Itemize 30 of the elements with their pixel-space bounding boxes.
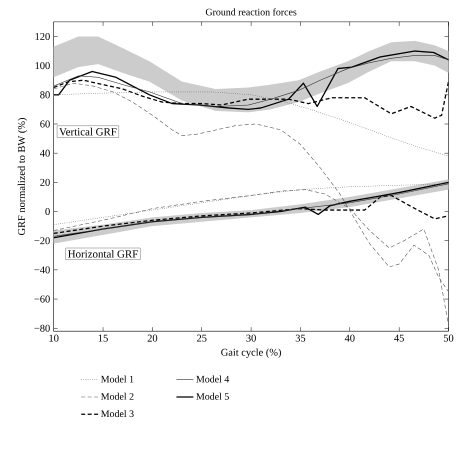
y-tick-label: 20: [40, 178, 50, 186]
x-axis-title: Gait cycle (%): [221, 348, 281, 358]
y-tick-label: 60: [40, 120, 50, 128]
y-tick-label: −20: [34, 236, 50, 244]
x-tick-label: 25: [197, 334, 207, 342]
y-tick-label: 120: [36, 32, 50, 40]
y-tick-label: 100: [36, 62, 50, 69]
annotation: Horizontal GRF: [68, 250, 138, 258]
y-tick-label: 0: [45, 208, 50, 215]
x-tick-label: 35: [296, 334, 306, 342]
y-tick-label: −60: [34, 295, 50, 302]
y-tick-label: 80: [40, 91, 50, 98]
legend-label: Model 5: [196, 392, 229, 400]
x-tick-label: 45: [394, 334, 404, 342]
legend-label: Model 3: [101, 410, 134, 417]
y-tick-label: −80: [34, 324, 50, 332]
annotation: Vertical GRF: [59, 128, 116, 136]
x-tick-label: 30: [246, 334, 256, 342]
x-tick-label: 20: [148, 334, 158, 342]
x-tick-label: 40: [344, 334, 355, 342]
y-tick-label: −40: [34, 266, 50, 274]
y-axis-title: GRF normalized to BW (%): [18, 118, 28, 235]
x-tick-label: 50: [444, 334, 454, 342]
legend-label: Model 4: [196, 375, 230, 382]
x-tick-label: 15: [98, 334, 108, 342]
chart-title: Ground reaction forces: [206, 8, 296, 16]
legend-label: Model 2: [101, 392, 134, 400]
y-tick-label: 40: [40, 149, 50, 156]
x-tick-label: 10: [49, 334, 59, 342]
legend-label: Model 1: [101, 375, 134, 382]
